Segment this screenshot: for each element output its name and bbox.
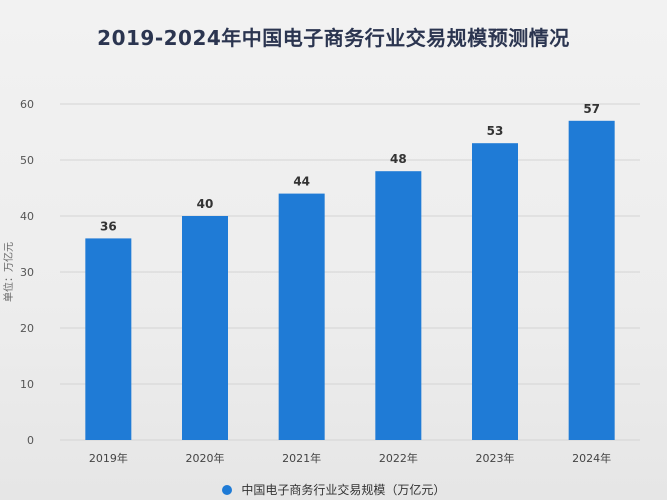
y-tick-label: 30 xyxy=(20,266,34,279)
data-labels: 36 40 44 48 53 57 xyxy=(100,102,600,234)
y-tick-label: 40 xyxy=(20,210,34,223)
data-label: 48 xyxy=(390,152,407,166)
y-axis-label: 单位：万亿元 xyxy=(2,242,15,302)
y-tick-label: 50 xyxy=(20,154,34,167)
legend-marker xyxy=(221,485,232,495)
gridlines xyxy=(60,103,640,441)
chart-title: 2019-2024年中国电子商务行业交易规模预测情况 xyxy=(97,26,570,50)
x-tick-label: 2024年 xyxy=(572,451,611,465)
bar xyxy=(278,193,325,440)
data-label: 57 xyxy=(583,102,600,116)
data-label: 40 xyxy=(197,197,214,211)
y-tick-label: 20 xyxy=(20,322,34,335)
data-label: 36 xyxy=(100,219,117,233)
x-tick-label: 2020年 xyxy=(186,451,225,465)
bar xyxy=(568,120,615,441)
bar xyxy=(85,238,132,440)
legend-label: 中国电子商务行业交易规模（万亿元） xyxy=(241,483,446,497)
y-tick-label: 60 xyxy=(20,98,34,111)
x-tick-label: 2021年 xyxy=(282,451,321,465)
x-tick-label: 2022年 xyxy=(379,451,418,465)
data-label: 44 xyxy=(293,175,310,189)
x-tick-label: 2023年 xyxy=(476,451,515,465)
legend: 中国电子商务行业交易规模（万亿元） xyxy=(0,481,667,498)
y-tick-label: 10 xyxy=(20,378,34,391)
x-axis-ticks: 2019年 2020年 2021年 2022年 2023年 2024年 xyxy=(89,451,611,465)
y-tick-label: 0 xyxy=(27,434,34,447)
bar xyxy=(472,143,518,440)
y-axis-ticks: 0 10 20 30 40 50 60 xyxy=(20,98,34,447)
x-tick-label: 2019年 xyxy=(89,451,128,465)
bar xyxy=(182,216,228,440)
bar xyxy=(375,171,422,440)
data-label: 53 xyxy=(487,124,504,138)
bars xyxy=(85,120,615,441)
